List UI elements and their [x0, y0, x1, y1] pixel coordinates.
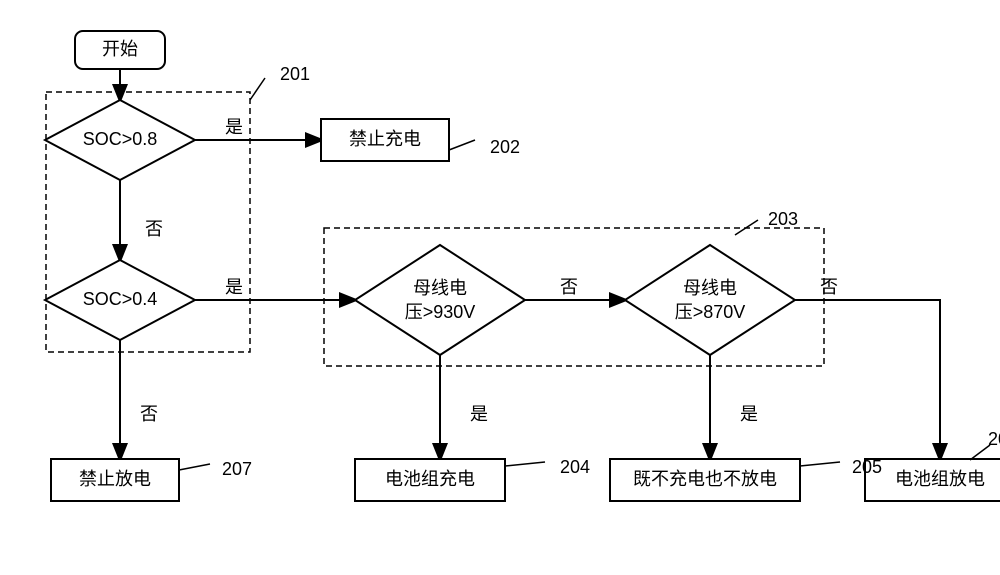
node-d2: SOC>0.4: [45, 260, 195, 340]
nodes-layer: 开始SOC>0.8禁止充电SOC>0.4母线电压>930V母线电压>870V禁止…: [45, 31, 1000, 501]
node-d3: 母线电压>930V: [355, 245, 525, 355]
edge-label: 否: [145, 219, 163, 239]
ref-r206: 206: [988, 429, 1000, 449]
node-n207: 禁止放电: [51, 459, 179, 501]
svg-text:压>930V: 压>930V: [405, 302, 476, 322]
svg-text:压>870V: 压>870V: [675, 302, 746, 322]
svg-text:电池组放电: 电池组放电: [895, 469, 985, 489]
ref-r202: 202: [490, 137, 520, 157]
node-d1: SOC>0.8: [45, 100, 195, 180]
flowchart: 是否是否否是否是 开始SOC>0.8禁止充电SOC>0.4母线电压>930V母线…: [20, 20, 1000, 555]
ref-lead-r202: [449, 140, 475, 150]
svg-text:母线电: 母线电: [413, 278, 467, 298]
edge-label: 否: [560, 277, 578, 297]
svg-text:禁止充电: 禁止充电: [349, 129, 421, 149]
edge-label: 是: [225, 277, 243, 297]
edge-label: 是: [225, 117, 243, 137]
svg-text:SOC>0.8: SOC>0.8: [83, 129, 158, 149]
ref-lead-r204: [505, 462, 545, 466]
svg-text:SOC>0.4: SOC>0.4: [83, 289, 158, 309]
svg-text:既不充电也不放电: 既不充电也不放电: [633, 469, 777, 489]
edge-d4-n206: [795, 300, 940, 459]
node-n204: 电池组充电: [355, 459, 505, 501]
node-start: 开始: [75, 31, 165, 69]
ref-r203: 203: [768, 209, 798, 229]
svg-text:电池组充电: 电池组充电: [385, 469, 475, 489]
edge-label: 否: [820, 277, 838, 297]
ref-lead-r207: [179, 464, 210, 470]
edge-label: 否: [140, 404, 158, 424]
ref-lead-r205: [800, 462, 840, 466]
ref-r207: 207: [222, 459, 252, 479]
edges-layer: 是否是否否是否是: [120, 69, 940, 459]
ref-labels: 201 202 203 204 205 206 207: [179, 64, 1000, 479]
node-n206: 电池组放电: [865, 459, 1000, 501]
node-n202: 禁止充电: [321, 119, 449, 161]
ref-r201: 201: [280, 64, 310, 84]
ref-lead-r206: [970, 445, 990, 460]
svg-text:开始: 开始: [102, 39, 138, 59]
ref-r205: 205: [852, 457, 882, 477]
ref-r204: 204: [560, 457, 590, 477]
edge-label: 是: [740, 404, 758, 424]
node-n205: 既不充电也不放电: [610, 459, 800, 501]
svg-text:母线电: 母线电: [683, 278, 737, 298]
node-d4: 母线电压>870V: [625, 245, 795, 355]
ref-lead-r201: [250, 78, 265, 100]
edge-label: 是: [470, 404, 488, 424]
svg-text:禁止放电: 禁止放电: [79, 469, 151, 489]
